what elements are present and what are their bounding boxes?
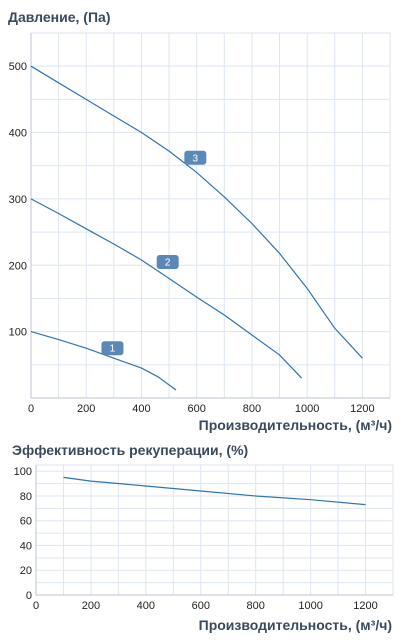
efficiency-ticks: 0 200 400 600 800 1000 1200 0 20 40 60 80 100 — [14, 466, 378, 612]
efficiency-chart: Эффективность рекуперации, (%) 0 200 400 60… — [12, 442, 394, 633]
pressure-chart-title: Давление, (Па) — [8, 9, 110, 25]
efficiency-x-tick-label: 600 — [192, 600, 210, 612]
efficiency-curves — [63, 476, 366, 506]
efficiency-grid — [35, 464, 394, 596]
efficiency-y-tick-label: 0 — [26, 590, 32, 602]
efficiency-x-tick-label: 800 — [247, 600, 265, 612]
pressure-x-tick-label: 1200 — [350, 403, 374, 415]
pressure-ticks: 0 200 400 600 800 1000 1200 100 200 300 400 500 — [9, 61, 375, 415]
efficiency-x-tick-label: 1000 — [298, 600, 322, 612]
curve-label-text: 1 — [110, 344, 116, 355]
curve-label-bg — [101, 341, 124, 356]
efficiency-y-tick-label: 80 — [20, 491, 32, 503]
pressure-y-tick-label: 400 — [9, 128, 27, 140]
curve-label-text: 2 — [165, 257, 171, 268]
pressure-y-tick-label: 500 — [9, 61, 27, 73]
efficiency-chart-title: Эффективность рекуперации, (%) — [12, 442, 248, 458]
curve-label-text: 3 — [193, 153, 199, 164]
pressure-grid — [30, 32, 391, 399]
pressure-y-tick-label: 300 — [9, 194, 27, 206]
pressure-x-tick-label: 1000 — [295, 403, 319, 415]
pressure-y-tick-label: 100 — [9, 327, 27, 339]
efficiency-y-tick-label: 60 — [20, 516, 32, 528]
efficiency-y-tick-label: 40 — [20, 540, 32, 552]
pressure-series-line-3 — [30, 65, 363, 359]
efficiency-plot-frame — [35, 464, 394, 596]
curve-label-bg — [184, 150, 207, 165]
pressure-x-tick-label: 800 — [243, 403, 261, 415]
pressure-x-axis-label: Производительность, (м³/ч) — [199, 417, 392, 433]
pressure-chart: Давление, (Па) 0 200 400 600 800 1000 12001002… — [8, 9, 392, 433]
efficiency-series-line-1 — [63, 476, 366, 506]
efficiency-x-tick-label: 0 — [33, 600, 39, 612]
efficiency-x-tick-label: 400 — [137, 600, 155, 612]
curve-label-3: 3 — [184, 150, 207, 165]
pressure-x-tick-label: 600 — [188, 403, 206, 415]
efficiency-x-tick-label: 1200 — [353, 600, 377, 612]
pressure-plot-frame — [30, 32, 391, 399]
pressure-y-tick-label: 200 — [9, 260, 27, 272]
efficiency-y-tick-label: 100 — [14, 466, 32, 478]
curve-label-1: 1 — [101, 341, 124, 356]
pressure-curves — [30, 65, 363, 391]
pressure-series-line-1 — [30, 331, 177, 391]
curve-label-bg — [156, 254, 179, 269]
pressure-series-line-2 — [30, 198, 303, 379]
efficiency-x-axis-label: Производительность, (м³/ч) — [199, 617, 392, 633]
pressure-x-tick-label: 200 — [77, 403, 95, 415]
pressure-x-tick-label: 0 — [28, 403, 34, 415]
efficiency-x-tick-label: 200 — [82, 600, 100, 612]
pressure-x-tick-label: 400 — [132, 403, 150, 415]
efficiency-y-tick-label: 20 — [20, 565, 32, 577]
curve-label-2: 2 — [156, 254, 179, 269]
pressure-curve-labels: 1 2 3 — [101, 150, 207, 356]
